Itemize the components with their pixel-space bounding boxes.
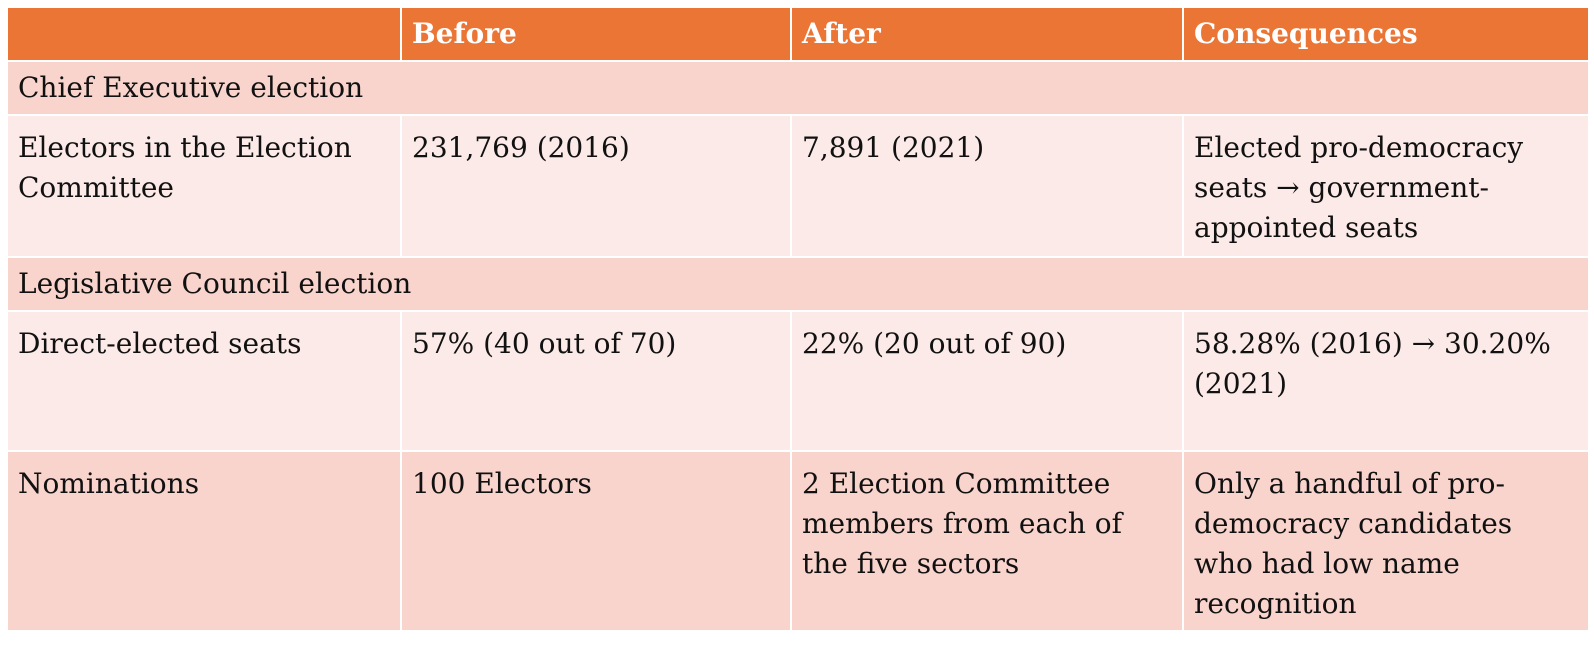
cell-before: 231,769 (2016) <box>400 114 792 258</box>
cell-consequences: 58.28% (2016) → 30.20% (2021) <box>1182 310 1590 452</box>
table-row: Nominations 100 Electors 2 Election Comm… <box>6 450 1590 632</box>
comparison-table-container: Before After Consequences Chief Executiv… <box>6 6 1590 632</box>
cell-before: 57% (40 out of 70) <box>400 310 792 452</box>
row-label: Direct-elected seats <box>6 310 402 452</box>
table-row: Electors in the Election Committee 231,7… <box>6 114 1590 258</box>
section-title: Legislative Council election <box>6 256 1590 312</box>
table-header-row: Before After Consequences <box>6 6 1590 62</box>
cell-consequences: Only a handful of pro-democracy candidat… <box>1182 450 1590 632</box>
section-row-chief-executive: Chief Executive election <box>6 60 1590 116</box>
cell-after: 2 Election Committee members from each o… <box>790 450 1184 632</box>
cell-consequences: Elected pro-democracy seats → government… <box>1182 114 1590 258</box>
cell-before: 100 Electors <box>400 450 792 632</box>
header-cell-before: Before <box>400 6 792 62</box>
header-cell-consequences: Consequences <box>1182 6 1590 62</box>
row-label: Nominations <box>6 450 402 632</box>
cell-after: 22% (20 out of 90) <box>790 310 1184 452</box>
table-row: Direct-elected seats 57% (40 out of 70) … <box>6 310 1590 452</box>
row-label: Electors in the Election Committee <box>6 114 402 258</box>
cell-after: 7,891 (2021) <box>790 114 1184 258</box>
section-title: Chief Executive election <box>6 60 1590 116</box>
header-cell-empty <box>6 6 402 62</box>
section-row-legislative-council: Legislative Council election <box>6 256 1590 312</box>
election-comparison-table: Before After Consequences Chief Executiv… <box>6 6 1590 632</box>
header-cell-after: After <box>790 6 1184 62</box>
